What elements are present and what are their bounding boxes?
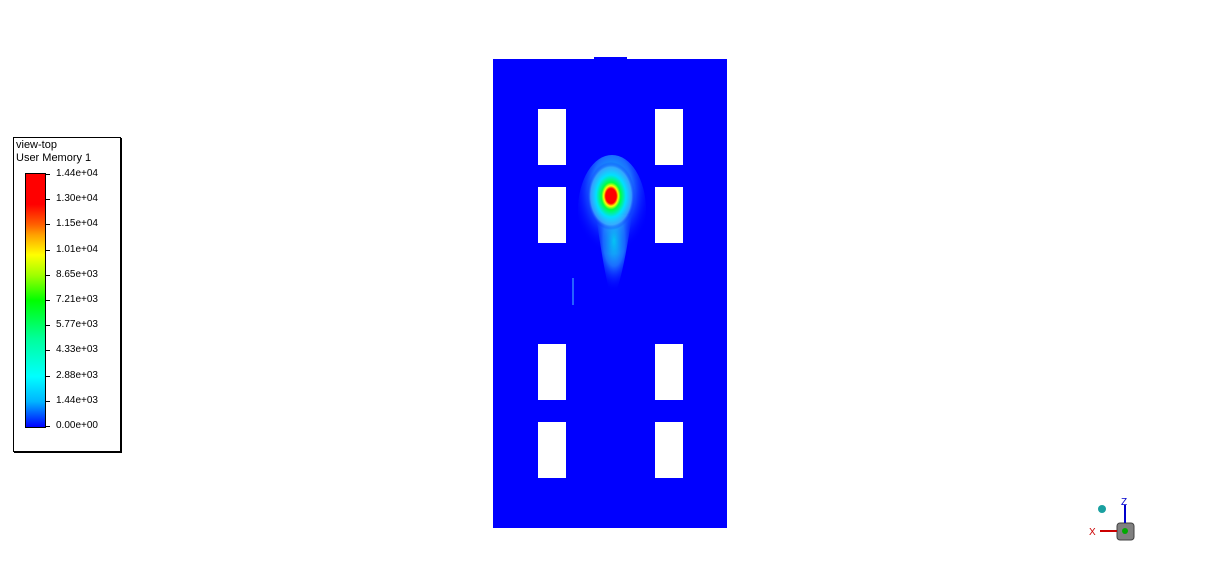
legend-tick-label: 1.01e+04 [56, 243, 98, 255]
legend-tick-label: 2.88e+03 [56, 369, 98, 381]
opening [538, 109, 566, 165]
legend-tick-label: 1.44e+04 [56, 168, 98, 179]
legend-tick-mark [45, 274, 50, 276]
legend-tick-mark [45, 300, 50, 301]
legend-tick-label: 1.44e+03 [56, 394, 98, 406]
legend-tick-mark [45, 350, 50, 352]
legend-tick-mark [45, 174, 50, 175]
opening [655, 109, 683, 165]
opening [655, 422, 683, 478]
legend-tick-mark [45, 400, 50, 402]
opening [655, 187, 683, 243]
legend-tick-mark [45, 224, 50, 226]
triad-origin-icon [1122, 528, 1128, 534]
triad-sphere-icon [1098, 505, 1106, 513]
legend-tick-label: 5.77e+03 [56, 319, 98, 331]
legend-tick-label: 1.30e+04 [56, 193, 98, 205]
legend-tick-label: 8.65e+03 [56, 268, 98, 280]
legend-variable-name: User Memory 1 [16, 152, 92, 164]
color-legend[interactable]: view-top User Memory 1 1.44e+04 1.30e+04 1… [13, 137, 121, 452]
legend-tick-label: 0.00e+00 [56, 420, 98, 431]
legend-tick-label: 7.21e+03 [56, 294, 98, 305]
triad-x-label: X [1089, 527, 1096, 538]
legend-tick-mark [45, 375, 50, 377]
opening [538, 344, 566, 400]
opening [655, 344, 683, 400]
contour-hotspot [587, 162, 635, 230]
opening [538, 422, 566, 478]
legend-tick-label: 4.33e+03 [56, 344, 98, 356]
opening [538, 187, 566, 243]
legend-tick-label: 1.15e+04 [56, 218, 98, 230]
axes-triad[interactable]: Z X [1089, 497, 1135, 541]
legend-color-bar [25, 173, 46, 428]
legend-view-name: view-top [16, 139, 57, 151]
triad-z-label: Z [1121, 497, 1127, 508]
legend-tick-mark [45, 249, 50, 251]
legend-tick-mark [45, 325, 50, 327]
domain-top-inlet [594, 57, 627, 60]
legend-tick-mark [45, 426, 50, 427]
legend-tick-mark [45, 199, 50, 201]
